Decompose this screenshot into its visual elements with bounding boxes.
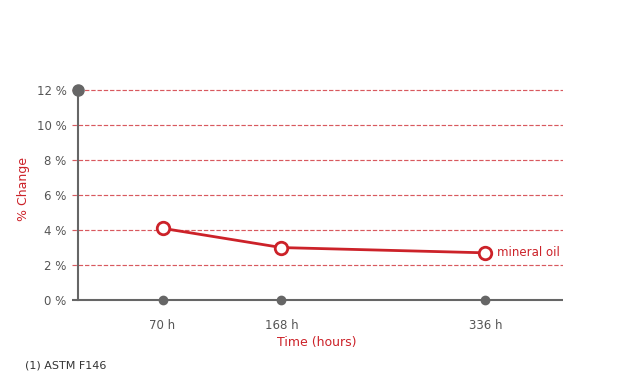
Text: (1) ASTM F146: (1) ASTM F146 — [25, 360, 106, 370]
Y-axis label: % Change: % Change — [17, 157, 30, 221]
Text: (1): (1) — [596, 7, 613, 17]
X-axis label: Time (hours): Time (hours) — [277, 336, 357, 349]
Text: mineral oil: mineral oil — [498, 246, 560, 259]
Text: VOLUME CHANGE @ 125º C: VOLUME CHANGE @ 125º C — [363, 18, 594, 33]
